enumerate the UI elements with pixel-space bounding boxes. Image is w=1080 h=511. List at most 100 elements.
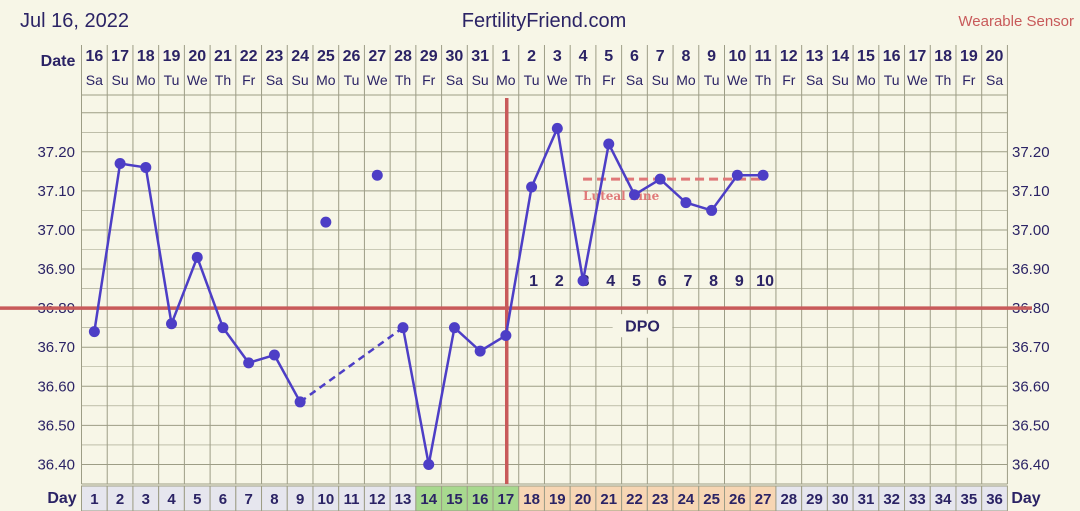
date-label: 7 xyxy=(656,48,665,65)
weekday-label: Tu xyxy=(704,72,720,88)
day-cell xyxy=(672,485,700,511)
date-label: 20 xyxy=(986,48,1004,65)
temp-line xyxy=(401,327,430,465)
temp-point xyxy=(166,318,178,330)
weekday-label: Sa xyxy=(446,72,463,88)
chart-date: Jul 16, 2022 xyxy=(20,10,129,32)
weekday-label: Sa xyxy=(806,72,823,88)
temp-line xyxy=(581,143,610,282)
weekday-label: Mo xyxy=(316,72,336,88)
day-cell xyxy=(492,485,520,511)
temp-point xyxy=(217,322,229,334)
date-label: 17 xyxy=(111,48,129,65)
day-number-label: 12 xyxy=(369,491,386,508)
weekday-label: Th xyxy=(395,72,411,88)
day-cell xyxy=(106,485,134,511)
date-label: 16 xyxy=(883,48,901,65)
y-tick-label-left: 37.00 xyxy=(37,222,75,239)
date-label: 30 xyxy=(446,48,464,65)
temp-point xyxy=(191,251,203,263)
temp-line xyxy=(273,354,302,403)
day-cell xyxy=(132,485,160,511)
dpo-label: DPO xyxy=(625,319,660,336)
day-number-label: 24 xyxy=(678,491,695,508)
day-number-label: 5 xyxy=(193,491,201,508)
weekday-label: Mo xyxy=(676,72,696,88)
weekday-label: Mo xyxy=(856,72,876,88)
day-number-label: 21 xyxy=(600,491,617,508)
day-number-label: 13 xyxy=(395,491,412,508)
day-cell xyxy=(543,485,571,511)
dpo-number: 8 xyxy=(709,273,718,290)
dpo-label-bg xyxy=(612,313,673,338)
day-number-label: 15 xyxy=(446,491,463,508)
day-number-label: 9 xyxy=(296,491,304,508)
weekday-label: Su xyxy=(292,72,309,88)
weekday-label: Sa xyxy=(266,72,283,88)
day-number-label: 29 xyxy=(806,491,823,508)
temp-point xyxy=(140,161,152,173)
weekday-label: Sa xyxy=(86,72,103,88)
day-cell xyxy=(698,485,726,511)
day-number-label: 14 xyxy=(420,491,437,508)
day-number-label: 26 xyxy=(729,491,746,508)
temp-point xyxy=(551,122,563,134)
date-label: 9 xyxy=(707,48,716,65)
date-label: 22 xyxy=(240,48,258,65)
date-label: 10 xyxy=(728,48,746,65)
day-number-label: 32 xyxy=(883,491,900,508)
y-tick-label-left: 36.60 xyxy=(37,378,75,395)
day-number-label: 25 xyxy=(703,491,720,508)
y-tick-label-right: 36.50 xyxy=(1012,417,1050,434)
day-cell xyxy=(852,485,880,511)
day-cell xyxy=(878,485,906,511)
day-cell xyxy=(158,485,185,511)
y-tick-label-left: 36.70 xyxy=(37,339,75,356)
date-label: 6 xyxy=(630,48,639,65)
day-number-label: 23 xyxy=(652,491,669,508)
temp-line xyxy=(144,167,173,324)
temp-line xyxy=(196,256,225,329)
temp-line-dashed xyxy=(299,326,404,403)
y-tick-label-right: 37.00 xyxy=(1012,222,1050,239)
weekday-label: Su xyxy=(472,72,489,88)
day-number-label: 1 xyxy=(90,491,98,508)
temp-point xyxy=(654,173,666,185)
weekday-label: Fr xyxy=(602,72,616,88)
date-label: 19 xyxy=(960,48,978,65)
temp-point xyxy=(474,345,486,357)
day-number-label: 20 xyxy=(575,491,592,508)
dpo-number: 5 xyxy=(632,273,641,290)
temp-point xyxy=(577,275,589,287)
weekday-label: Fr xyxy=(242,72,256,88)
weekday-label: We xyxy=(367,72,388,88)
day-number-label: 4 xyxy=(167,491,176,508)
y-tick-label-right: 36.40 xyxy=(1012,456,1050,473)
temp-line xyxy=(504,186,533,336)
day-number-label: 22 xyxy=(626,491,643,508)
dpo-number: 2 xyxy=(555,273,564,290)
date-label: 26 xyxy=(343,48,361,65)
weekday-label: Th xyxy=(935,72,951,88)
temp-point xyxy=(448,322,460,334)
date-label: 1 xyxy=(501,48,510,65)
date-label: 18 xyxy=(137,48,155,65)
day-number-label: 28 xyxy=(780,491,797,508)
day-number-label: 36 xyxy=(986,491,1003,508)
date-label: 19 xyxy=(163,48,181,65)
y-tick-label-right: 37.10 xyxy=(1012,183,1050,200)
y-tick-label-left: 36.90 xyxy=(37,261,75,278)
weekday-label: We xyxy=(727,72,748,88)
day-cell xyxy=(595,485,623,511)
y-tick-label-right: 37.20 xyxy=(1012,144,1050,161)
day-cell xyxy=(981,485,1008,511)
day-number-label: 2 xyxy=(116,491,124,508)
temp-line xyxy=(221,326,250,364)
day-number-label: 17 xyxy=(498,491,515,508)
temp-line xyxy=(530,127,559,188)
date-label: 18 xyxy=(934,48,952,65)
y-tick-label-right: 36.60 xyxy=(1012,378,1050,395)
y-tick-label-left: 37.10 xyxy=(37,183,75,200)
day-row-label-right: Day xyxy=(1011,490,1040,507)
day-number-label: 8 xyxy=(270,491,278,508)
